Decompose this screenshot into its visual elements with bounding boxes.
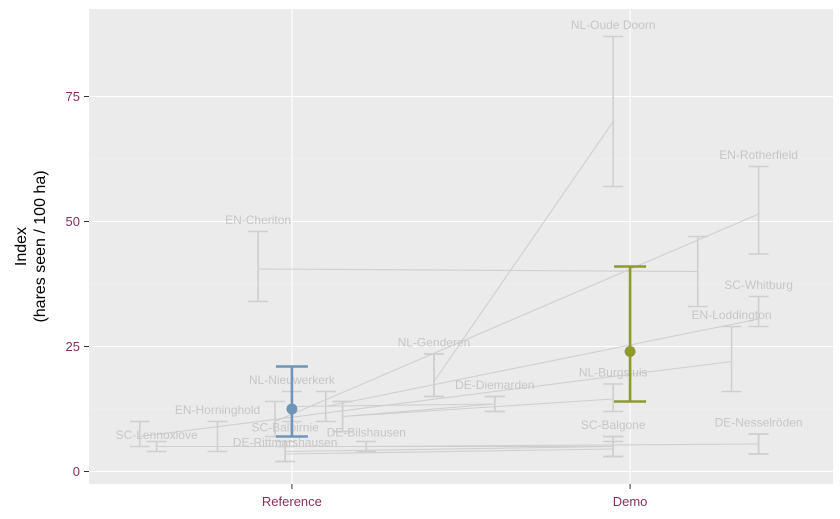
site-label: DE-Diemarden: [455, 378, 534, 392]
axes: 0 25 50 75 Reference Demo Index (hares seen / 1…: [13, 89, 647, 509]
mean-reference: [275, 365, 308, 438]
mean-point: [624, 346, 636, 357]
site-label: SC-Whitburg: [724, 278, 793, 292]
mean-point: [286, 403, 298, 415]
grid: [89, 9, 833, 484]
site-label: DE-Nesselröden: [715, 416, 803, 430]
site-label: SC-Balgone: [581, 418, 646, 432]
y-tick-label: 25: [66, 339, 80, 354]
mean-markers: [275, 265, 647, 438]
site-line: [291, 403, 495, 408]
site-en-loddington: [129, 325, 742, 448]
y-axis-title: Index: [13, 227, 30, 266]
site-line: [433, 121, 614, 382]
site-label: NL-Burgsluis: [579, 366, 648, 380]
site-label: DE-Bilshausen: [327, 426, 406, 440]
site-label: EN-Cheriton: [225, 213, 291, 227]
site-line: [274, 213, 759, 423]
site-sc-balgone: [603, 435, 624, 458]
site-line: [285, 448, 614, 455]
site-nl-burgsluis: [332, 383, 624, 433]
site-line: [258, 268, 698, 273]
site-label: SC-Lennoxlove: [116, 428, 198, 442]
site-label: DE-Rittmarshausen: [233, 436, 338, 450]
site-sc-whitburg: [315, 295, 769, 423]
site-label: EN-Rotherfield: [719, 148, 798, 162]
site-label: NL-Genderen: [398, 336, 471, 350]
y-axis-title: (hares seen / 100 ha): [32, 170, 49, 322]
site-line: [342, 398, 614, 418]
y-tick-label: 50: [66, 214, 80, 229]
site-nl-genderen: [423, 353, 444, 398]
site-label: EN-Horninghold: [175, 403, 260, 417]
site-line: [139, 360, 732, 438]
site-en-cheriton: [248, 230, 708, 308]
site-line: [285, 445, 614, 453]
x-tick-label: Demo: [613, 494, 648, 509]
site-line: [366, 443, 759, 448]
site-label: NL-Oude Doorn: [571, 18, 656, 32]
site-label: EN-Loddington: [692, 308, 772, 322]
x-tick-label: Reference: [262, 494, 322, 509]
site-line: [325, 318, 759, 408]
y-tick-label: 75: [66, 89, 80, 104]
y-tick-label: 0: [73, 464, 80, 479]
site-de-nesselr-den: [748, 433, 769, 455]
mean-demo: [614, 265, 647, 403]
site-label: SC-Balbirnie: [251, 421, 319, 435]
site-labels: NL-Oude Doorn EN-Rotherfield EN-Cheriton SC…: [116, 18, 803, 450]
